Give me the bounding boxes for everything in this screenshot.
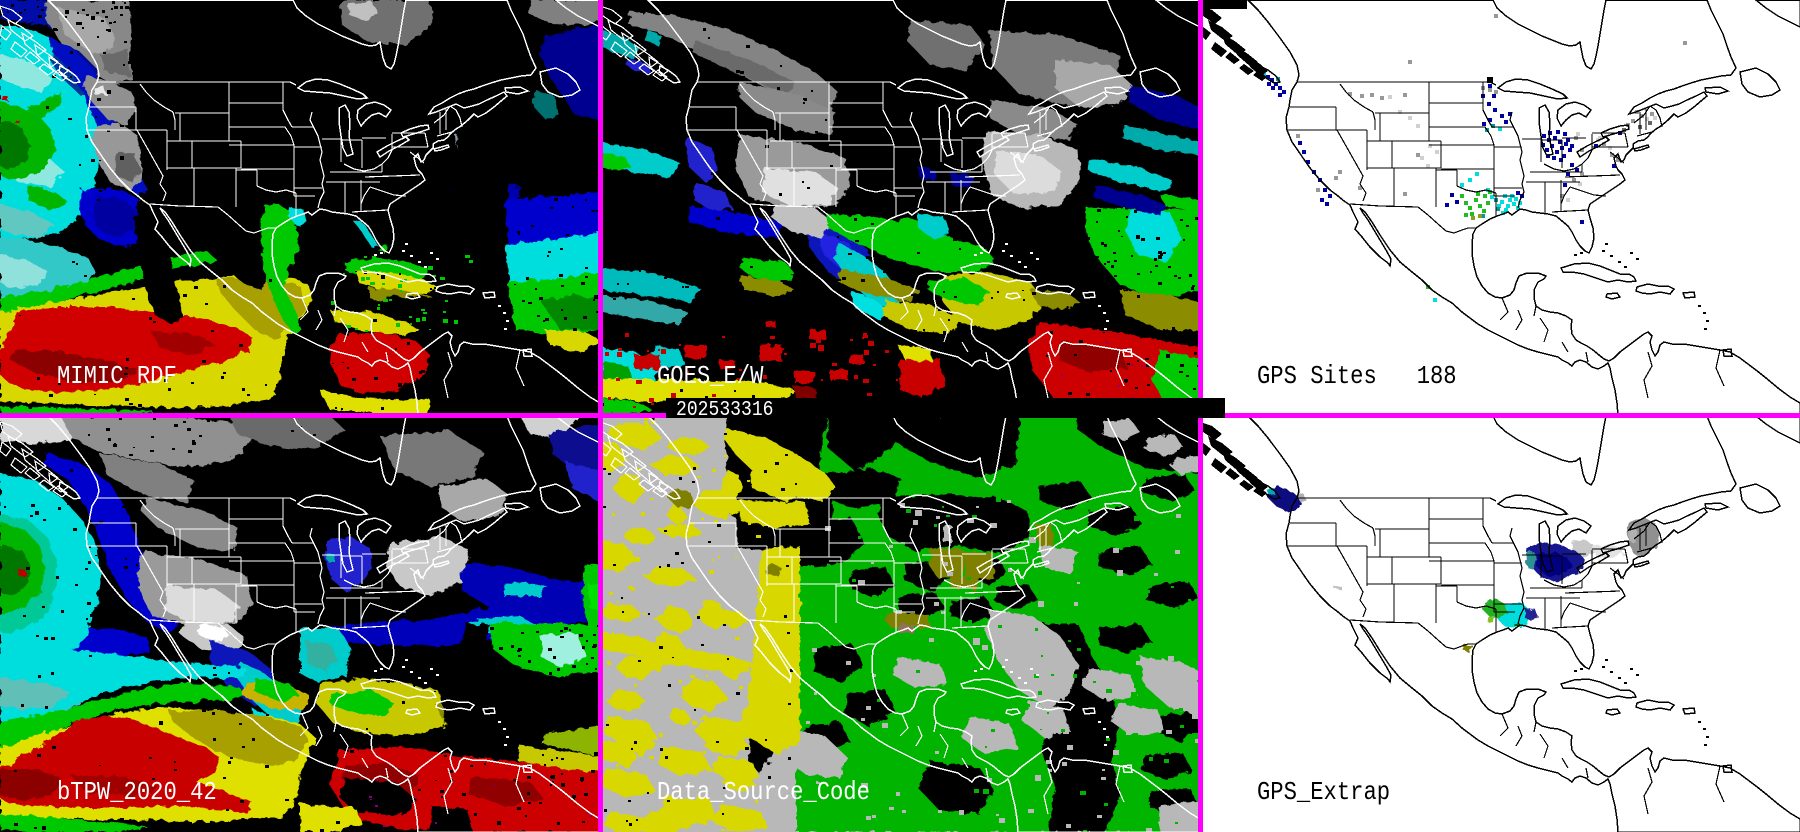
svg-text:bTPW_2020_42: bTPW_2020_42	[57, 779, 217, 808]
svg-text:Data_Source_Code: Data_Source_Code	[657, 779, 870, 808]
svg-text:202533316: 202533316	[676, 397, 773, 422]
svg-text:MIMIC RDF: MIMIC RDF	[57, 363, 177, 392]
svg-text:GPS Sites 188: GPS Sites 188	[1257, 363, 1457, 392]
svg-text:GOES_E/W: GOES_E/W	[657, 363, 764, 392]
svg-text:GPS_Extrap: GPS_Extrap	[1257, 779, 1390, 808]
